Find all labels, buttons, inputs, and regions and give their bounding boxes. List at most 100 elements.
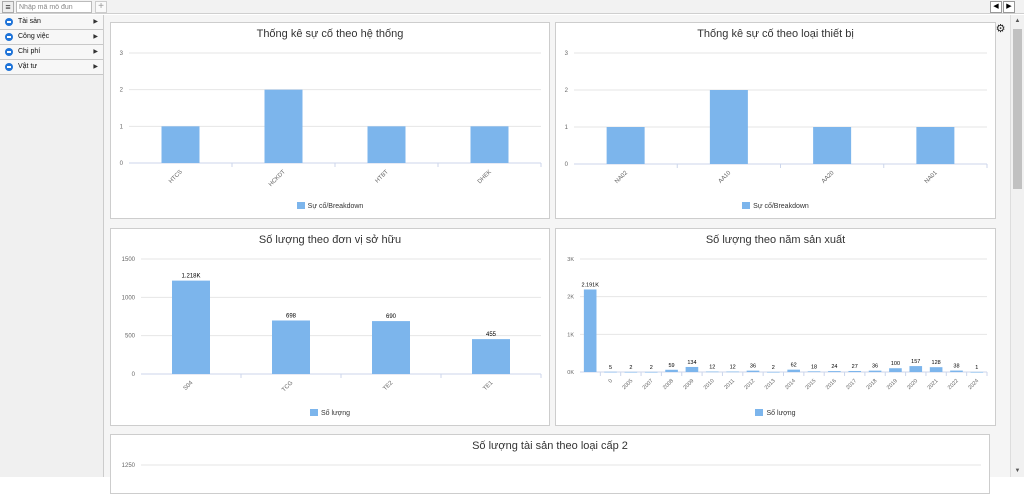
- scroll-down-arrow-icon[interactable]: ▼: [1011, 465, 1024, 477]
- y-tick-label: 0: [132, 372, 136, 378]
- arrow-circle-icon: [5, 18, 13, 26]
- add-tab-button[interactable]: +: [95, 1, 107, 13]
- data-label: 24: [831, 364, 837, 370]
- bar: [607, 127, 645, 164]
- data-label: 2: [650, 365, 653, 371]
- data-label: 18: [811, 364, 817, 370]
- data-label: 100: [891, 361, 900, 367]
- x-tick-label: 2011: [723, 378, 736, 391]
- x-tick-label: TCG: [281, 380, 294, 393]
- sidebar-item-cong-viec[interactable]: Công việc ▶: [0, 30, 103, 45]
- x-tick-label: TE2: [382, 380, 394, 392]
- legend-swatch: [297, 202, 305, 209]
- bar: [869, 371, 882, 372]
- y-tick-label: 1: [120, 124, 124, 130]
- bar: [665, 370, 678, 372]
- chart-panel-owner: Số lượng theo đơn vị sở hữu 0 500 1000 1500…: [110, 228, 550, 426]
- tab-next-button[interactable]: ▶: [1003, 1, 1015, 13]
- data-label: 2: [772, 365, 775, 371]
- tab-prev-button[interactable]: ◀: [990, 1, 1002, 13]
- bar: [706, 372, 719, 373]
- x-tick-label: NA02: [614, 170, 629, 185]
- bar: [272, 320, 310, 374]
- y-tick-label: 3K: [567, 257, 574, 263]
- x-tick-label: 2020: [906, 378, 919, 391]
- sidebar-item-label: Vật tư: [18, 63, 37, 70]
- sidebar-item-vat-tu[interactable]: Vật tư ▶: [0, 60, 103, 75]
- bar: [916, 127, 954, 164]
- chart-panel-year: Số lượng theo năm sản xuất 0K 1K 2K 3K 2.191…: [555, 228, 996, 426]
- chart-legend[interactable]: Số lượng: [111, 409, 549, 417]
- bar: [950, 371, 963, 372]
- bar: [889, 368, 902, 372]
- x-tick-label: S04: [183, 380, 195, 392]
- sidebar: Tài sản ▶ Công việc ▶ Chi phí ▶ Vật tư ▶: [0, 15, 104, 477]
- sidebar-item-tai-san[interactable]: Tài sản ▶: [0, 15, 103, 30]
- legend-swatch: [755, 409, 763, 416]
- bar: [971, 372, 984, 373]
- bar: [162, 126, 200, 163]
- x-tick-label: 2009: [682, 378, 695, 391]
- bar: [471, 126, 509, 163]
- vertical-scrollbar[interactable]: ▲ ▼: [1010, 15, 1024, 477]
- scroll-thumb[interactable]: [1013, 29, 1022, 189]
- chart-legend[interactable]: Sự cố/Breakdown: [111, 202, 549, 210]
- hamburger-icon[interactable]: ≡: [2, 1, 14, 13]
- sidebar-item-chi-phi[interactable]: Chi phí ▶: [0, 45, 103, 60]
- chart-legend[interactable]: Số lượng: [556, 409, 995, 417]
- data-label: 27: [852, 364, 858, 370]
- chart-legend[interactable]: Sự cố/Breakdown: [556, 202, 995, 210]
- x-tick-label: HCKDT: [268, 169, 287, 188]
- data-label: 157: [911, 359, 920, 365]
- data-label: 455: [486, 332, 497, 338]
- chart-system: 0123HTCS HCKDT HTBT DHEK: [111, 23, 551, 220]
- legend-swatch: [310, 409, 318, 416]
- module-code-input[interactable]: [16, 1, 92, 13]
- x-tick-label: 2013: [764, 378, 777, 391]
- bar: [472, 339, 510, 374]
- bar: [813, 127, 851, 164]
- sidebar-item-label: Chi phí: [18, 48, 40, 55]
- chart-equipment: 0123NA02 AA10 AA20 NA01: [556, 23, 997, 220]
- caret-right-icon: ▶: [93, 60, 98, 74]
- data-label: 2.191K: [581, 282, 599, 288]
- arrow-circle-icon: [5, 33, 13, 41]
- bar: [584, 289, 597, 372]
- y-tick-label: 1000: [122, 295, 136, 301]
- data-label: 1: [975, 365, 978, 371]
- x-tick-label: HTBT: [375, 169, 391, 185]
- sidebar-item-label: Công việc: [18, 33, 49, 40]
- x-tick-label: TE1: [482, 380, 494, 392]
- y-tick-label: 2: [120, 88, 124, 94]
- gear-icon[interactable]: ⚙: [995, 24, 1006, 35]
- y-tick-label: 0: [565, 162, 569, 168]
- bar: [372, 321, 410, 374]
- y-tick-label: 1: [565, 125, 569, 131]
- y-tick-label: 3: [120, 51, 124, 57]
- x-tick-label: NA01: [924, 170, 939, 185]
- x-tick-label: 2017: [845, 378, 858, 391]
- x-tick-label: 0: [608, 378, 614, 384]
- data-label: 12: [730, 365, 736, 371]
- x-tick-label: 2016: [825, 378, 838, 391]
- scroll-up-arrow-icon[interactable]: ▲: [1011, 15, 1024, 27]
- x-tick-label: HTCS: [168, 169, 184, 185]
- bar: [787, 370, 800, 372]
- legend-label: Số lượng: [766, 410, 795, 417]
- bar: [604, 372, 617, 373]
- dashboard-area: Thống kê sự cố theo hệ thống 0 1 2 3 HTCS HCK…: [104, 15, 1010, 477]
- y-tick-label: 3: [565, 51, 569, 57]
- bar: [686, 367, 699, 372]
- x-tick-label: 2010: [703, 378, 716, 391]
- chart-panel-equipment: Thống kê sự cố theo loại thiết bị 0 1 2 3 NA…: [555, 22, 996, 219]
- data-label: 5: [609, 365, 612, 371]
- y-tick-label: 0K: [567, 370, 574, 376]
- data-label: 1.218K: [181, 274, 200, 280]
- arrow-circle-icon: [5, 63, 13, 71]
- x-tick-label: 2014: [784, 378, 797, 391]
- y-tick-label: 2: [565, 88, 569, 94]
- caret-right-icon: ▶: [93, 30, 98, 44]
- data-label: 12: [709, 365, 715, 371]
- bar: [726, 372, 739, 373]
- x-tick-label: AA20: [821, 170, 836, 185]
